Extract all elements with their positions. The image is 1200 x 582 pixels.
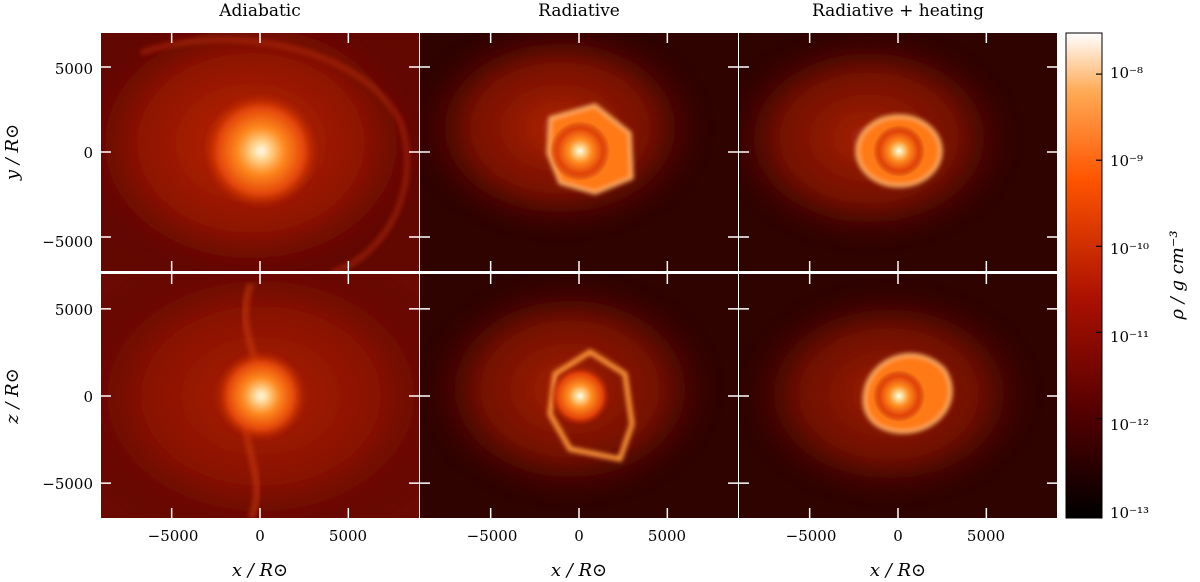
y-tick-label: 0 bbox=[83, 144, 93, 162]
column-title-radiative-heating: Radiative + heating bbox=[812, 1, 984, 21]
x-tick-labels-col-0: −5000 0 5000 bbox=[148, 527, 367, 545]
x-tick-label: 0 bbox=[574, 527, 584, 545]
density-filament bbox=[139, 36, 411, 271]
colorbar bbox=[1065, 32, 1103, 519]
x-axis-label-col-2: x / R⊙ bbox=[870, 560, 926, 581]
colorbar-label: ρ / g cm⁻³ bbox=[1167, 230, 1188, 320]
x-tick-label: 5000 bbox=[967, 527, 1005, 545]
x-tick-label: 0 bbox=[893, 527, 903, 545]
density-core bbox=[550, 121, 610, 181]
y-tick-label: 0 bbox=[83, 388, 93, 406]
colorbar-tick-label: 10⁻¹² bbox=[1110, 416, 1149, 434]
y-tick-label: 5000 bbox=[55, 60, 93, 78]
column-title-radiative: Radiative bbox=[538, 1, 620, 21]
panel-row-0-col-1 bbox=[420, 33, 738, 271]
colorbar-tick-label: 10⁻⁹ bbox=[1110, 152, 1143, 170]
y-tick-label: −5000 bbox=[42, 475, 93, 493]
colorbar-tick-label: 10⁻¹¹ bbox=[1110, 328, 1149, 346]
x-tick-label: 5000 bbox=[648, 527, 686, 545]
y-tick-label: 5000 bbox=[55, 301, 93, 319]
density-core bbox=[873, 125, 925, 177]
x-tick-labels-col-2: −5000 0 5000 bbox=[786, 527, 1005, 545]
panel-row-1-col-0 bbox=[101, 274, 419, 518]
y-tick-labels-row-0: 5000 0 −5000 bbox=[42, 60, 93, 251]
panel-row-0-col-2 bbox=[739, 33, 1057, 271]
column-title-adiabatic: Adiabatic bbox=[218, 1, 301, 21]
colorbar-tick-label: 10⁻⁸ bbox=[1110, 64, 1143, 82]
x-tick-label: 0 bbox=[255, 527, 265, 545]
density-core bbox=[216, 351, 306, 441]
x-tick-label: 5000 bbox=[329, 527, 367, 545]
x-axis-label-col-0: x / R⊙ bbox=[232, 560, 288, 581]
panel-row-1-col-2 bbox=[739, 274, 1057, 518]
x-tick-label: −5000 bbox=[786, 527, 837, 545]
y-axis-label-row-0: y / R⊙ bbox=[2, 124, 23, 181]
colorbar-tick-labels: 10⁻⁸ 10⁻⁹ 10⁻¹⁰ 10⁻¹¹ 10⁻¹² 10⁻¹³ bbox=[1110, 64, 1149, 522]
density-core-shell bbox=[547, 349, 635, 462]
x-tick-label: −5000 bbox=[467, 527, 518, 545]
x-tick-labels-col-1: −5000 0 5000 bbox=[467, 527, 686, 545]
colorbar-ticks bbox=[1096, 73, 1102, 506]
x-axis-label-col-1: x / R⊙ bbox=[551, 560, 607, 581]
colorbar-tick-label: 10⁻¹⁰ bbox=[1110, 240, 1149, 258]
density-core bbox=[203, 93, 319, 209]
colorbar-tick-label: 10⁻¹³ bbox=[1110, 504, 1149, 522]
y-tick-label: −5000 bbox=[42, 233, 93, 251]
panel-row-1-col-1 bbox=[420, 274, 738, 518]
density-core bbox=[873, 370, 925, 422]
x-tick-label: −5000 bbox=[148, 527, 199, 545]
y-axis-label-row-1: z / R⊙ bbox=[2, 368, 23, 425]
density-core bbox=[550, 366, 610, 426]
y-tick-labels-row-1: 5000 0 −5000 bbox=[42, 301, 93, 493]
tick-marks bbox=[101, 33, 1057, 518]
panel-row-0-col-0 bbox=[101, 33, 419, 271]
